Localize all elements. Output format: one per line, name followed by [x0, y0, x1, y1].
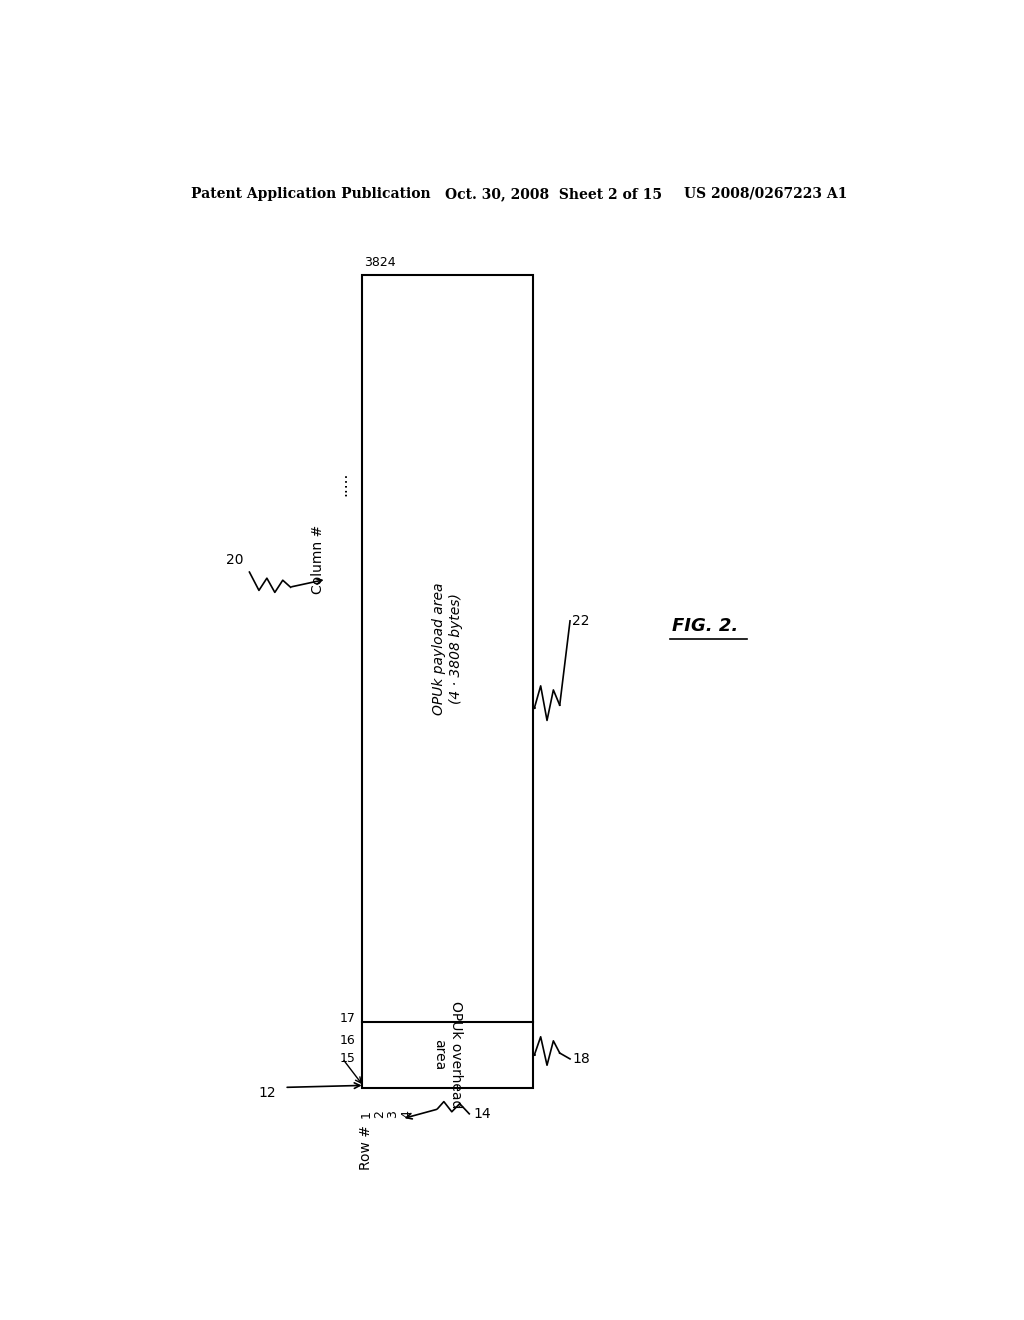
Text: 1: 1 [359, 1110, 373, 1118]
Text: 2: 2 [373, 1110, 386, 1118]
Text: 15: 15 [340, 1052, 355, 1065]
Text: 22: 22 [572, 614, 590, 628]
Text: FIG. 2.: FIG. 2. [672, 616, 738, 635]
Text: Row #: Row # [359, 1125, 373, 1170]
Text: 3: 3 [387, 1110, 399, 1118]
Text: 14: 14 [473, 1106, 490, 1121]
Text: 20: 20 [226, 553, 244, 566]
Text: 17: 17 [340, 1012, 355, 1026]
Text: 16: 16 [340, 1034, 355, 1047]
Text: Column #: Column # [311, 524, 326, 594]
Text: Patent Application Publication: Patent Application Publication [191, 187, 431, 201]
Text: 12: 12 [258, 1086, 275, 1101]
Bar [362, 276, 532, 1089]
Text: 18: 18 [572, 1052, 590, 1067]
Text: 3824: 3824 [364, 256, 395, 269]
Text: US 2008/0267223 A1: US 2008/0267223 A1 [684, 187, 847, 201]
Text: 4: 4 [400, 1110, 413, 1118]
Text: OPUk payload area
(4 · 3808 bytes): OPUk payload area (4 · 3808 bytes) [432, 582, 463, 714]
Text: .....: ..... [335, 473, 350, 496]
Text: Oct. 30, 2008  Sheet 2 of 15: Oct. 30, 2008 Sheet 2 of 15 [445, 187, 663, 201]
Text: OPUk overhead
area: OPUk overhead area [432, 1002, 463, 1109]
